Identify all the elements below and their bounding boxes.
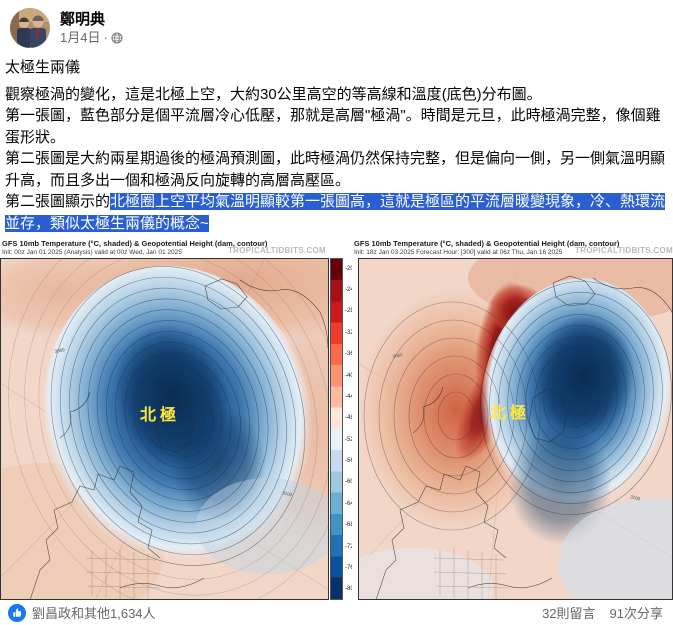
avatar[interactable] — [10, 8, 50, 48]
map-init-line: Init: 00z Jan 01 2025 (Analysis) valid a… — [2, 249, 182, 256]
shares-count[interactable]: 91次分享 — [609, 606, 663, 621]
tropicaltidbits-watermark: TROPICALTIDBITS.COM — [575, 246, 673, 255]
post-paragraph: 觀察極渦的變化，這是北極上空，大約30公里高空的等高線和溫度(底色)分布圖。 — [5, 85, 542, 103]
north-pole-label: 北極 — [490, 403, 530, 422]
weather-map-jan01[interactable]: GFS 10mb Temperature (°C, shaded) & Geop… — [0, 238, 352, 600]
map-title: GFS 10mb Temperature (°C, shaded) & Geop… — [2, 239, 268, 248]
dot-separator: · — [103, 30, 108, 45]
map-init-line: Init: 18z Jan 03 2025 Forecast Hour: [30… — [354, 249, 563, 256]
tropicaltidbits-watermark: TROPICALTIDBITS.COM — [228, 246, 326, 255]
contour-value-label: 3060 — [54, 347, 65, 354]
post-paragraph: 第二張圖是大約兩星期過後的極渦預測圖，此時極渦仍然保持完整，但是偏向一側，另一側… — [5, 150, 666, 189]
contour-value-label: 3100 — [282, 490, 293, 497]
post-subline: 1月4日 · — [60, 29, 123, 46]
author-name[interactable]: 鄭明典 — [60, 11, 106, 28]
post-date[interactable]: 1月4日 — [60, 30, 101, 45]
post-paragraph-highlighted: 第二張圖顯示的北極圈上空平均氣溫明顯較第一張圖高，這就是極區的平流層暖變現象，冷… — [5, 191, 668, 234]
temperature-colorbar — [330, 258, 343, 600]
avatar-image — [10, 8, 50, 48]
highlight-prefix: 第二張圖顯示的 — [5, 193, 111, 210]
post-text: 太極生兩儀 觀察極渦的變化，這是北極上空，大約30公里高空的等高線和溫度(底色)… — [5, 57, 668, 234]
contour-value-label: 3060 — [392, 352, 403, 359]
comments-count[interactable]: 32則留言 — [542, 606, 596, 621]
north-pole-label: 北極 — [140, 405, 180, 424]
header-meta: 鄭明典 1月4日 · — [60, 8, 123, 46]
map-title: GFS 10mb Temperature (°C, shaded) & Geop… — [354, 239, 620, 248]
contour-value-label: 3100 — [630, 494, 641, 501]
colorbar-labels: -20-24-28-32-36-40-44-48-52-56-60-64-68-… — [345, 265, 352, 593]
post-paragraph: 第一張圖，藍色部分是個平流層冷心低壓，那就是高層"極渦"。時間是元旦，此時極渦完… — [5, 107, 661, 146]
map-plot-left: 3060 3100 北極 — [0, 258, 329, 600]
post-paragraph: 太極生兩儀 — [5, 59, 81, 76]
globe-icon — [111, 31, 123, 44]
footer-counts: 32則留言 91次分享 — [542, 603, 663, 622]
engagement-bar: 劉昌政和其他1,634人 32則留言 91次分享 — [0, 600, 673, 625]
weather-map-jan16[interactable]: GFS 10mb Temperature (°C, shaded) & Geop… — [352, 238, 673, 600]
map-plot-right: 3060 3100 北極 — [358, 258, 673, 600]
reactions-summary[interactable]: 劉昌政和其他1,634人 — [32, 606, 156, 621]
like-icon[interactable] — [8, 603, 26, 622]
post-header: 鄭明典 1月4日 · — [10, 8, 123, 52]
